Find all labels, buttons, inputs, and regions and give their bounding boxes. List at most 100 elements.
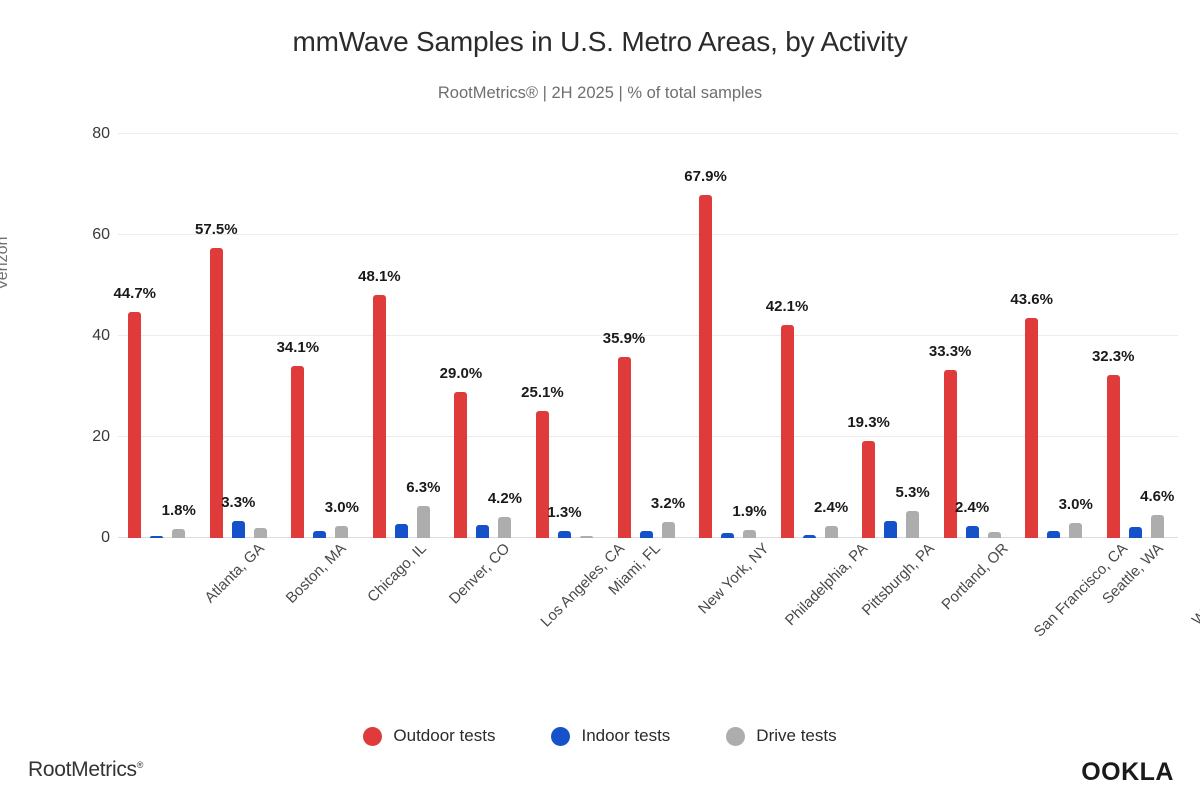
x-tick-label: Portland, OR bbox=[938, 540, 1012, 614]
bar-outdoor[interactable] bbox=[943, 369, 957, 538]
bar-value-label-secondary: 3.0% bbox=[1058, 495, 1093, 513]
bar-drive[interactable] bbox=[1150, 514, 1164, 538]
bar-drive[interactable] bbox=[661, 521, 675, 538]
bar-group: 44.7% 1.8% bbox=[113, 134, 196, 538]
bar-outdoor[interactable] bbox=[862, 440, 876, 538]
bar-drive[interactable] bbox=[743, 530, 757, 538]
legend-item-indoor[interactable]: Indoor tests bbox=[551, 726, 670, 746]
gridline-20 bbox=[118, 436, 1178, 437]
bar-group: 32.3% 4.6% bbox=[1092, 134, 1174, 538]
legend-item-drive[interactable]: Drive tests bbox=[726, 726, 837, 746]
bar-drive[interactable] bbox=[416, 506, 430, 538]
bar-drive[interactable] bbox=[579, 536, 593, 538]
bar-outdoor[interactable] bbox=[209, 247, 223, 538]
bar-group: 42.1% 2.4% bbox=[766, 134, 848, 538]
bar-value-label-secondary: 4.2% bbox=[487, 489, 523, 507]
bar-value-label-outdoor: 48.1% bbox=[358, 268, 401, 286]
y-tick-label: 40 bbox=[92, 327, 110, 344]
bar-group: 57.5% 3.3% bbox=[195, 134, 267, 538]
gridline-40 bbox=[118, 335, 1178, 336]
bar-value-label-secondary: 2.4% bbox=[813, 498, 849, 516]
bar-group: 35.9% 3.2% bbox=[603, 134, 685, 538]
legend-label: Outdoor tests bbox=[393, 726, 496, 745]
bar-group: 43.6% 3.0% bbox=[1010, 134, 1093, 538]
bar-drive[interactable] bbox=[824, 525, 838, 538]
bar-indoor[interactable] bbox=[476, 524, 490, 538]
bar-outdoor[interactable] bbox=[699, 195, 713, 538]
bar-outdoor[interactable] bbox=[535, 411, 549, 538]
bar-indoor[interactable] bbox=[150, 536, 164, 538]
ookla-logo: OOKLA bbox=[1081, 758, 1174, 787]
bar-value-label-outdoor: 32.3% bbox=[1091, 347, 1135, 365]
x-tick-label: Atlanta, GA bbox=[201, 540, 268, 607]
bar-indoor[interactable] bbox=[802, 535, 816, 538]
bar-drive[interactable] bbox=[172, 528, 186, 538]
plot-area: 44.7% 1.8% 57.5% 3.3% 34.1% 3.0% 48.1% 6.3% 29.0… bbox=[113, 133, 1178, 538]
bar-outdoor[interactable] bbox=[454, 391, 468, 538]
bar-value-label-outdoor: 29.0% bbox=[439, 364, 483, 382]
y-tick-label: 20 bbox=[92, 428, 110, 445]
bar-drive[interactable] bbox=[1069, 522, 1083, 538]
bar-group: 33.3% 2.4% bbox=[929, 134, 1001, 538]
bar-value-label-secondary: 1.8% bbox=[161, 501, 196, 519]
bar-drive[interactable] bbox=[498, 516, 512, 538]
bar-drive[interactable] bbox=[906, 511, 920, 538]
x-tick-label: Boston, MA bbox=[283, 540, 350, 607]
bar-outdoor[interactable] bbox=[617, 356, 631, 538]
x-tick-label: Denver, CO bbox=[446, 540, 514, 608]
bar-value-label-secondary: 3.3% bbox=[221, 494, 256, 512]
legend-swatch-drive-icon bbox=[726, 726, 746, 746]
bar-indoor[interactable] bbox=[1128, 526, 1142, 538]
legend-swatch-indoor-icon bbox=[551, 726, 571, 746]
bar-outdoor[interactable] bbox=[1025, 317, 1039, 538]
bar-value-label-secondary: 5.3% bbox=[895, 484, 930, 502]
legend-item-outdoor[interactable]: Outdoor tests bbox=[363, 726, 495, 746]
ookla-logo-text: OOKLA bbox=[1081, 758, 1174, 786]
bar-value-label-outdoor: 57.5% bbox=[195, 220, 238, 238]
legend-label: Drive tests bbox=[756, 726, 837, 745]
bar-group: 29.0% 4.2% bbox=[440, 134, 522, 538]
bar-value-label-secondary: 1.3% bbox=[547, 504, 582, 522]
bar-indoor[interactable] bbox=[313, 531, 327, 538]
bar-indoor[interactable] bbox=[884, 520, 898, 538]
chart-title: mmWave Samples in U.S. Metro Areas, by A… bbox=[292, 26, 908, 57]
bar-value-label-secondary: 3.0% bbox=[324, 499, 359, 517]
bar-indoor[interactable] bbox=[965, 525, 979, 538]
bar-outdoor[interactable] bbox=[128, 312, 142, 538]
bar-indoor[interactable] bbox=[231, 521, 245, 538]
x-tick-label: Chicago, IL bbox=[364, 540, 430, 606]
y-tick-label: 60 bbox=[92, 226, 110, 243]
bar-indoor[interactable] bbox=[1047, 531, 1061, 538]
bar-group: 67.9% 1.9% bbox=[684, 134, 767, 538]
bar-drive[interactable] bbox=[335, 526, 349, 538]
bar-outdoor[interactable] bbox=[1106, 374, 1120, 538]
bar-drive[interactable] bbox=[987, 531, 1001, 538]
bar-drive[interactable] bbox=[253, 527, 267, 538]
registered-mark: ® bbox=[136, 760, 144, 770]
x-axis-tick-labels: Atlanta, GA Boston, MA Chicago, IL Denver, … bbox=[118, 540, 1200, 660]
rootmetrics-logo: RootMetrics® bbox=[28, 758, 143, 782]
bar-indoor[interactable] bbox=[557, 531, 571, 538]
legend-swatch-outdoor-icon bbox=[363, 726, 383, 746]
bar-value-label-secondary: 6.3% bbox=[406, 479, 441, 497]
bar-value-label-outdoor: 35.9% bbox=[602, 329, 646, 347]
x-tick-label: New York, NY bbox=[695, 540, 773, 618]
bar-value-label-outdoor: 19.3% bbox=[847, 413, 890, 431]
legend-label: Indoor tests bbox=[581, 726, 671, 745]
bar-indoor[interactable] bbox=[394, 523, 408, 538]
gridline-60 bbox=[118, 234, 1178, 235]
bar-outdoor[interactable] bbox=[372, 295, 386, 538]
bar-outdoor[interactable] bbox=[291, 365, 305, 538]
bar-indoor[interactable] bbox=[721, 533, 735, 538]
bar-value-label-outdoor: 44.7% bbox=[113, 285, 157, 303]
bar-group: 34.1% 3.0% bbox=[277, 134, 359, 538]
bar-outdoor[interactable] bbox=[780, 325, 794, 538]
bar-value-label-outdoor: 25.1% bbox=[521, 384, 564, 402]
bar-group: 48.1% 6.3% bbox=[358, 134, 440, 538]
bar-value-label-outdoor: 42.1% bbox=[765, 298, 809, 316]
bar-value-label-outdoor: 33.3% bbox=[928, 342, 972, 360]
bar-value-label-secondary: 4.6% bbox=[1140, 487, 1175, 505]
y-axis-title: Verizon bbox=[0, 236, 11, 290]
bar-indoor[interactable] bbox=[639, 530, 653, 538]
x-tick-label: Washington, DC bbox=[1189, 540, 1200, 629]
